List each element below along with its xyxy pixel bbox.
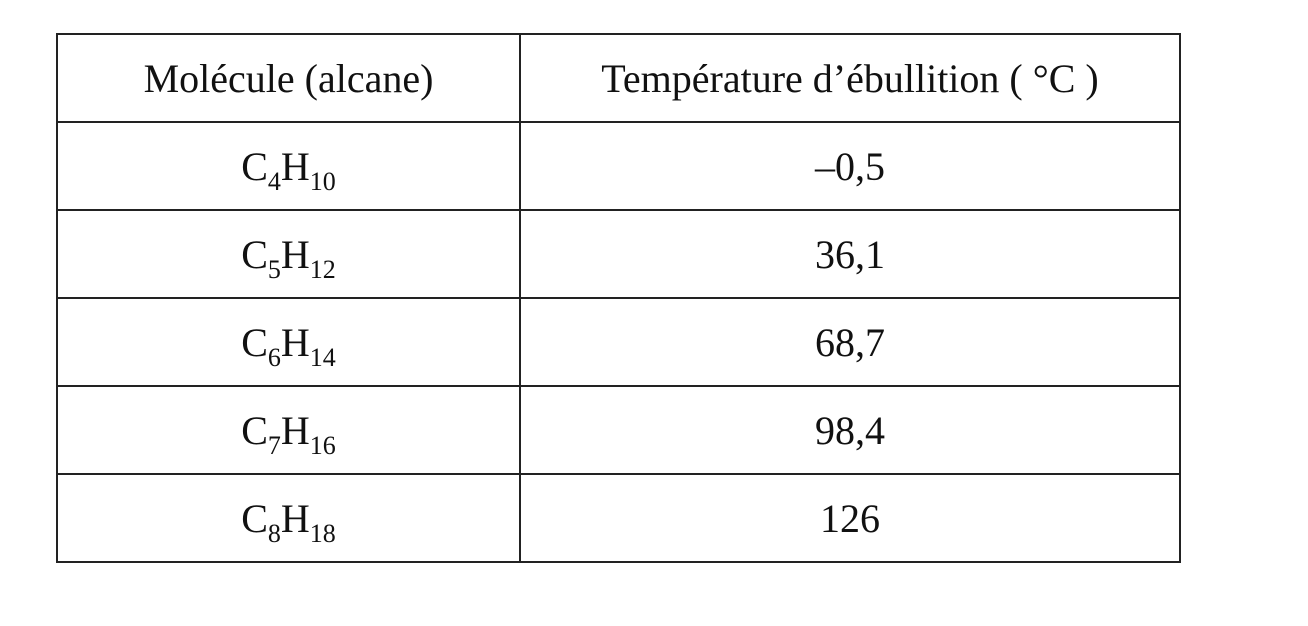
temperature-cell: 98,4 xyxy=(519,385,1181,475)
element-symbol: H xyxy=(280,231,310,277)
element-symbol: H xyxy=(280,143,310,189)
element-symbol: H xyxy=(280,319,310,365)
element-symbol: H xyxy=(280,407,310,453)
atom-count: 8 xyxy=(267,518,281,548)
element-symbol: C xyxy=(241,143,268,189)
molecule-cell: C4H10 xyxy=(56,121,521,211)
atom-count: 12 xyxy=(309,254,336,284)
element-symbol: C xyxy=(241,319,268,365)
element-symbol: H xyxy=(280,495,310,541)
temperature-cell: 36,1 xyxy=(519,209,1181,299)
table-row: C8H18 126 xyxy=(56,473,1181,563)
temperature-cell: –0,5 xyxy=(519,121,1181,211)
molecule-cell: C6H14 xyxy=(56,297,521,387)
table-body: C4H10 –0,5 C5H12 36,1 C6H14 68,7 C7H16 98,4 C8H1… xyxy=(56,121,1181,563)
molecule-cell: C5H12 xyxy=(56,209,521,299)
molecule-cell: C7H16 xyxy=(56,385,521,475)
header-row: Molécule (alcane) Température d’ébulliti… xyxy=(56,33,1181,123)
header-cell: Température d’ébullition ( °C ) xyxy=(519,33,1181,123)
element-symbol: C xyxy=(241,407,268,453)
boiling-point-table: Molécule (alcane) Température d’ébulliti… xyxy=(56,33,1181,563)
atom-count: 6 xyxy=(267,342,281,372)
atom-count: 18 xyxy=(309,518,336,548)
header-cell: Molécule (alcane) xyxy=(56,33,521,123)
atom-count: 14 xyxy=(309,342,336,372)
atom-count: 5 xyxy=(267,254,281,284)
table-row: C7H16 98,4 xyxy=(56,385,1181,475)
table-row: C6H14 68,7 xyxy=(56,297,1181,387)
atom-count: 16 xyxy=(309,430,336,460)
atom-count: 7 xyxy=(267,430,281,460)
table-row: C5H12 36,1 xyxy=(56,209,1181,299)
molecule-cell: C8H18 xyxy=(56,473,521,563)
atom-count: 10 xyxy=(309,166,336,196)
temperature-cell: 68,7 xyxy=(519,297,1181,387)
element-symbol: C xyxy=(241,495,268,541)
element-symbol: C xyxy=(241,231,268,277)
temperature-cell: 126 xyxy=(519,473,1181,563)
atom-count: 4 xyxy=(267,166,281,196)
table-row: C4H10 –0,5 xyxy=(56,121,1181,211)
